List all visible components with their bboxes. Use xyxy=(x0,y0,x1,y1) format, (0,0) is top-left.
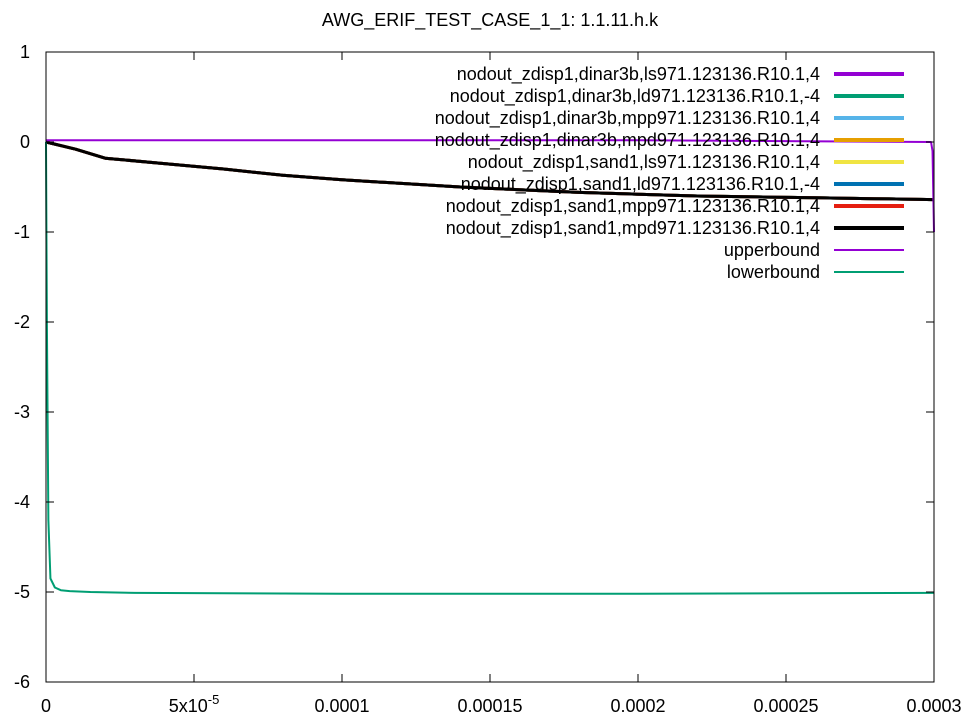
x-tick-label-exponent: -5 xyxy=(208,692,220,707)
legend-label: lowerbound xyxy=(727,262,820,282)
legend-label: nodout_zdisp1,sand1,ld971.123136.R10.1,-… xyxy=(461,174,820,195)
x-tick-label: 0.00015 xyxy=(457,696,522,716)
legend-label: nodout_zdisp1,dinar3b,ls971.123136.R10.1… xyxy=(457,64,820,85)
y-tick-label: 0 xyxy=(20,132,30,152)
x-tick-label: 0.00025 xyxy=(753,696,818,716)
series-line-10 xyxy=(45,141,935,595)
legend: nodout_zdisp1,dinar3b,ls971.123136.R10.1… xyxy=(435,64,904,282)
series-line-8 xyxy=(45,140,935,202)
legend-label: nodout_zdisp1,dinar3b,ld971.123136.R10.1… xyxy=(450,86,820,107)
y-tick-label: -1 xyxy=(14,222,30,242)
y-tick-label: 1 xyxy=(20,42,30,62)
x-tick-label: 5x10-5 xyxy=(169,692,220,716)
series-line-9 xyxy=(46,139,935,233)
y-tick-label: -4 xyxy=(14,492,30,512)
x-tick-label: 0.0003 xyxy=(906,696,961,716)
y-tick-label: -6 xyxy=(14,672,30,692)
x-tick-label: 0 xyxy=(41,696,51,716)
legend-label: nodout_zdisp1,sand1,mpd971.123136.R10.1,… xyxy=(446,218,820,239)
ticks-layer: 0 5x10-5 0.0001 0.00015 0.0002 0.00025 0.0003 1… xyxy=(14,42,962,716)
y-tick-label: -2 xyxy=(14,312,30,332)
legend-label: nodout_zdisp1,sand1,ls971.123136.R10.1,4 xyxy=(468,152,820,173)
legend-label: nodout_zdisp1,sand1,mpp971.123136.R10.1,… xyxy=(446,196,820,217)
y-tick-label: -5 xyxy=(14,582,30,602)
legend-label: upperbound xyxy=(724,240,820,260)
legend-label: nodout_zdisp1,dinar3b,mpd971.123136.R10.… xyxy=(435,130,820,151)
x-tick-label: 0.0001 xyxy=(314,696,369,716)
y-tick-label: -3 xyxy=(14,402,30,422)
x-tick-label: 0.0002 xyxy=(610,696,665,716)
series-layer xyxy=(45,139,935,595)
chart-title: AWG_ERIF_TEST_CASE_1_1: 1.1.11.h.k xyxy=(322,10,659,31)
legend-label: nodout_zdisp1,dinar3b,mpp971.123136.R10.… xyxy=(435,108,820,129)
